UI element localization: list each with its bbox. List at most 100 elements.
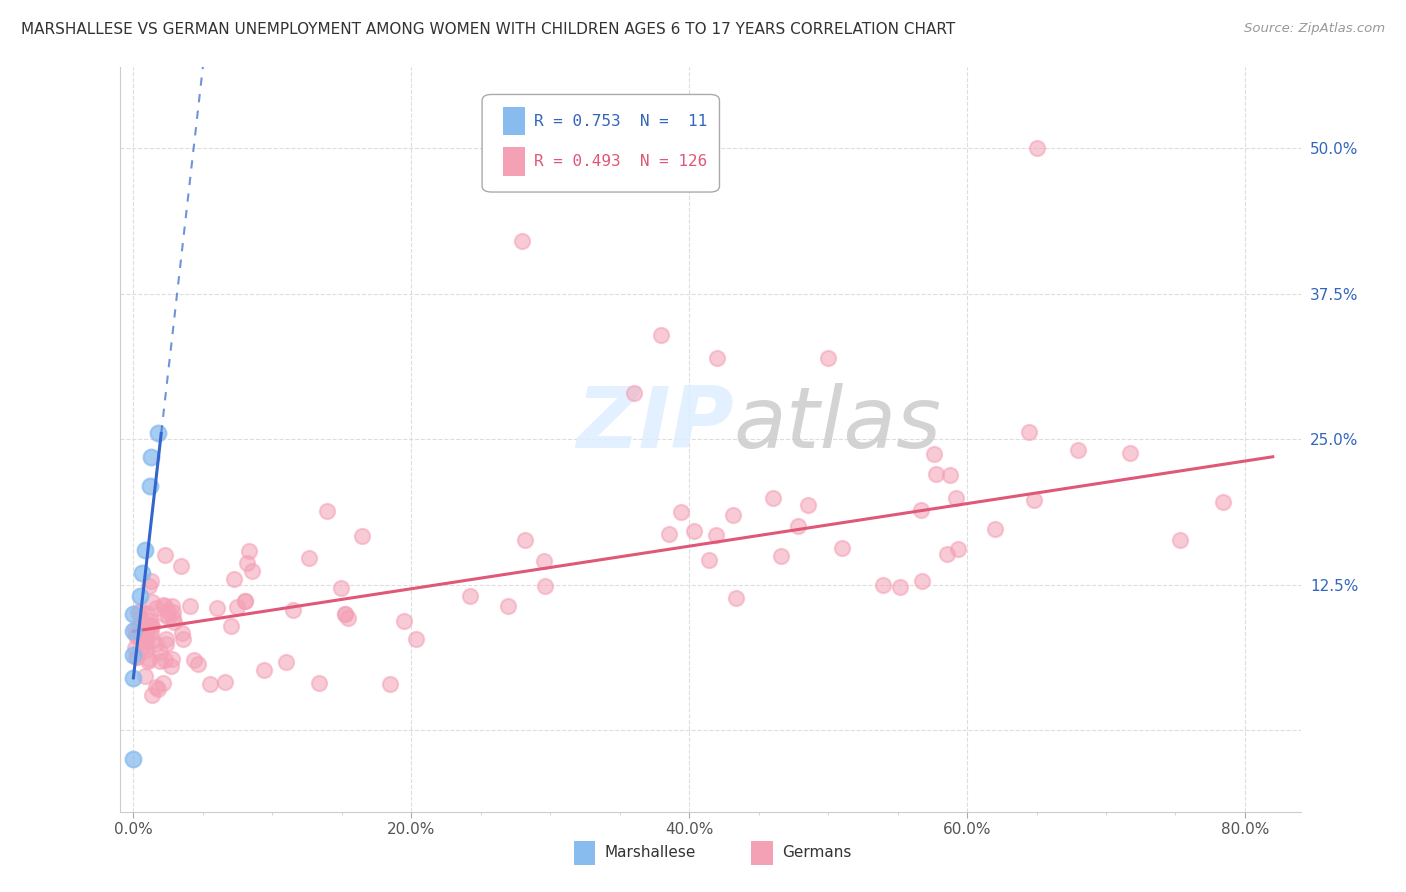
Point [910,503,932,517]
Point [141,633,163,648]
Point [125,649,148,664]
Point [145,637,167,651]
Point [198,676,221,690]
Point [162,611,184,625]
Point [160,652,183,666]
Point [129,624,152,639]
Point [132,639,155,653]
Point [155,632,177,646]
Point [219,618,242,632]
Point [122,671,145,685]
Point [786,518,808,533]
Text: Germans: Germans [782,846,852,860]
Point [153,607,176,621]
Point [214,674,236,689]
Point [308,676,330,690]
Point [163,615,186,630]
Point [122,648,145,662]
Point [128,619,150,633]
Point [797,498,820,512]
Text: ZIP: ZIP [576,383,734,466]
Point [276,656,298,670]
Text: atlas: atlas [734,383,942,466]
Point [153,652,176,666]
Point [1024,493,1046,508]
Point [333,607,356,621]
Point [938,468,960,483]
Point [496,599,519,613]
Text: MARSHALLESE VS GERMAN UNEMPLOYMENT AMONG WOMEN WITH CHILDREN AGES 6 TO 17 YEARS : MARSHALLESE VS GERMAN UNEMPLOYMENT AMONG… [21,22,955,37]
Point [534,579,557,593]
Point [513,533,536,547]
Point [924,467,946,482]
Point [152,598,174,612]
Point [129,605,152,619]
Point [138,579,160,593]
Point [281,603,304,617]
Point [139,614,162,628]
Point [153,548,176,562]
Point [205,601,228,615]
Point [135,643,157,657]
Point [134,542,156,557]
Point [179,599,201,613]
Point [699,553,721,567]
Point [139,574,162,589]
Point [380,676,402,690]
Point [145,601,167,615]
Point [141,618,163,632]
Point [658,527,681,541]
Point [533,554,555,568]
Point [141,626,163,640]
Point [139,618,162,632]
Point [141,450,163,464]
Point [160,599,183,614]
Point [134,627,156,641]
Point [155,637,177,651]
Point [817,351,839,365]
Point [152,676,174,690]
Point [127,605,149,619]
Point [136,654,159,668]
Point [226,600,249,615]
Bar [503,147,524,176]
Point [240,564,263,578]
Point [911,574,934,588]
Point [125,629,148,643]
Point [704,527,727,541]
Point [350,529,373,543]
Point [831,541,853,555]
Point [458,589,481,603]
Point [159,658,181,673]
Point [172,632,194,647]
Point [623,385,645,400]
Point [170,626,193,640]
Point [170,559,193,574]
Point [153,599,176,614]
Point [141,595,163,609]
Bar [751,841,773,864]
Point [149,645,172,659]
Point [1025,141,1047,155]
Point [149,654,172,668]
Point [706,351,728,365]
Point [141,689,163,703]
Point [183,653,205,667]
Point [125,650,148,665]
Point [135,622,157,636]
Point [134,633,156,648]
Point [138,652,160,666]
Point [253,663,276,677]
Text: R = 0.493  N = 126: R = 0.493 N = 126 [534,154,707,169]
Point [872,578,894,592]
Point [1067,443,1090,458]
Point [139,479,162,493]
Point [936,547,959,561]
Point [156,604,179,618]
Point [135,636,157,650]
Point [138,618,160,632]
Point [984,522,1007,536]
Point [128,629,150,643]
Point [122,624,145,639]
Point [333,607,356,621]
